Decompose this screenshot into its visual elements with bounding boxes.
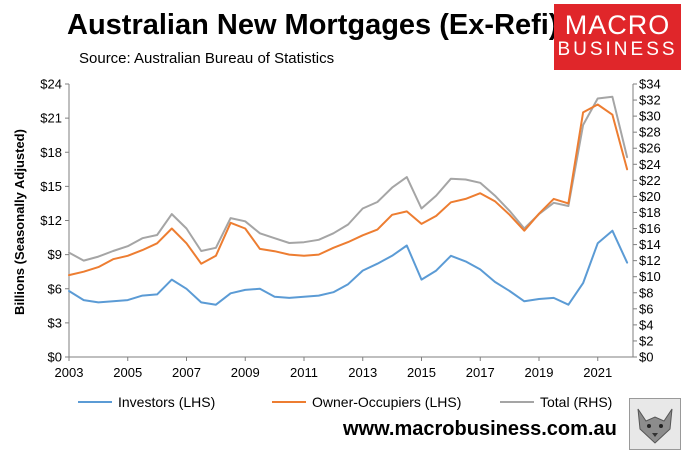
y-tick-label-right: $10: [639, 269, 661, 284]
logo-line-1: MACRO: [564, 10, 671, 40]
x-tick-label: 2021: [583, 365, 612, 380]
y-tick-label-left: $12: [40, 213, 62, 228]
legend-swatch-investors: [78, 401, 112, 403]
y-tick-label-left: $15: [40, 179, 62, 194]
y-tick-label-right: $24: [639, 157, 661, 172]
chart-axes: $0$3$6$9$12$15$18$21$24$0$2$4$6$8$10$12$…: [40, 77, 660, 381]
y-tick-label-left: $0: [48, 350, 62, 365]
legend-label-owner-occupiers: Owner-Occupiers (LHS): [312, 394, 462, 410]
y-tick-label-right: $16: [639, 221, 661, 236]
y-tick-label-right: $32: [639, 93, 661, 108]
y-tick-label-right: $4: [639, 317, 653, 332]
y-tick-label-left: $24: [40, 77, 62, 92]
x-tick-label: 2011: [290, 365, 318, 380]
y-tick-label-right: $26: [639, 141, 661, 156]
legend-item-owner-occupiers: Owner-Occupiers (LHS): [272, 394, 461, 410]
y-tick-label-left: $3: [48, 315, 62, 330]
legend-item-total: Total (RHS): [500, 394, 612, 410]
x-tick-label: 2007: [172, 365, 201, 380]
y-tick-label-right: $20: [639, 189, 661, 204]
x-tick-label: 2019: [525, 365, 554, 380]
y-tick-label-right: $22: [639, 173, 661, 188]
legend-swatch-owner-occupiers: [272, 401, 306, 403]
x-tick-label: 2017: [466, 365, 495, 380]
chart-title: Australian New Mortgages (Ex-Refi): [67, 9, 559, 41]
website-url: www.macrobusiness.com.au: [343, 418, 617, 440]
x-tick-label: 2003: [55, 365, 84, 380]
y-tick-label-right: $28: [639, 125, 661, 140]
y-tick-label-right: $8: [639, 285, 653, 300]
y-tick-label-right: $2: [639, 333, 653, 348]
legend-label-total: Total (RHS): [540, 394, 613, 410]
x-tick-label: 2015: [407, 365, 436, 380]
y-tick-label-right: $30: [639, 109, 661, 124]
logo-line-2: BUSINESS: [557, 39, 678, 60]
chart-series: [68, 95, 629, 306]
y-tick-label-right: $34: [639, 77, 661, 92]
x-tick-label: 2009: [231, 365, 260, 380]
x-tick-label: 2005: [113, 365, 142, 380]
y-tick-label-right: $18: [639, 205, 661, 220]
y-tick-label-right: $0: [639, 350, 653, 365]
wolf-logo-icon: [629, 398, 681, 450]
y-tick-label-right: $14: [639, 237, 661, 252]
y-tick-label-left: $6: [48, 281, 62, 296]
series-line-total: [68, 95, 629, 262]
series-line-owner-occupiers: [68, 103, 629, 277]
macrobusiness-logo: MACRO BUSINESS: [554, 4, 681, 70]
x-tick-label: 2013: [348, 365, 377, 380]
y-tick-label-right: $12: [639, 253, 661, 268]
y-tick-label-right: $6: [639, 301, 653, 316]
chart-source: Source: Australian Bureau of Statistics: [79, 50, 335, 67]
series-line-investors: [68, 229, 629, 306]
y-tick-label-left: $21: [40, 111, 62, 126]
legend-label-investors: Investors (LHS): [118, 394, 216, 410]
y-tick-label-left: $18: [40, 145, 62, 160]
y-axis-label: Billions (Seasonally Adjusted): [12, 129, 27, 315]
y-tick-label-left: $9: [48, 247, 62, 262]
legend-item-investors: Investors (LHS): [78, 394, 215, 410]
legend-swatch-total: [500, 401, 534, 403]
